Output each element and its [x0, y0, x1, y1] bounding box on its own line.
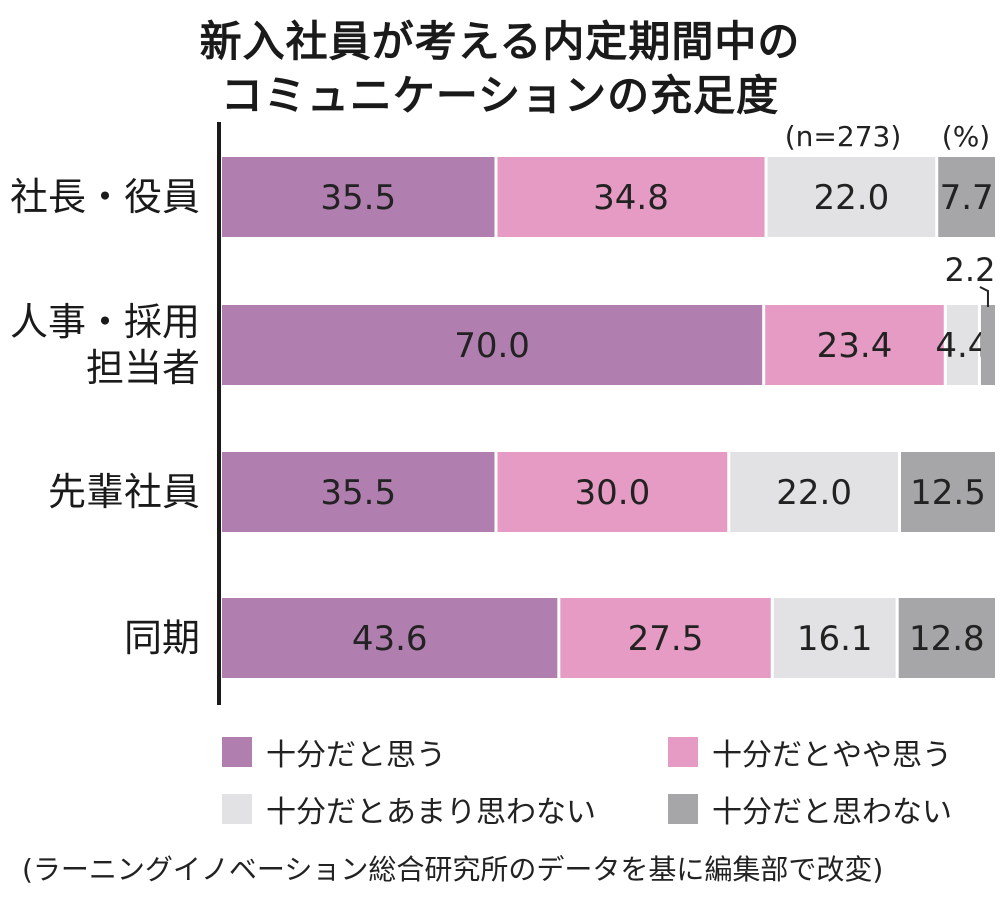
- bar-segment: [901, 452, 995, 532]
- data-label: 16.1: [797, 619, 873, 659]
- bar-segment: [222, 598, 558, 678]
- data-label: 70.0: [454, 326, 530, 366]
- bar-segment: [767, 157, 936, 237]
- bar-segment: [773, 598, 896, 678]
- bar-segment: [222, 305, 763, 385]
- data-label: 22.0: [814, 178, 890, 218]
- data-label: 23.4: [817, 326, 893, 366]
- category-label: 人事・採用: [10, 300, 200, 344]
- bar-segment: [980, 305, 995, 385]
- data-label: 30.0: [575, 473, 651, 513]
- chart-title-line-1: 新入社員が考える内定期間中の: [199, 17, 801, 66]
- category-label: 社長・役員: [10, 175, 200, 219]
- bar-segment: [560, 598, 771, 678]
- bar-segment: [222, 157, 495, 237]
- data-label: 12.8: [909, 619, 985, 659]
- bar-segment: [898, 598, 995, 678]
- data-label: 35.5: [320, 473, 396, 513]
- data-label: 7.7: [940, 178, 994, 218]
- bar-segment: [497, 452, 728, 532]
- data-label: 12.5: [910, 473, 986, 513]
- bar-segment: [938, 157, 995, 237]
- unit-note: (%): [942, 120, 990, 153]
- bar-segment: [222, 452, 495, 532]
- category-label: 先輩社員: [48, 470, 200, 514]
- category-label: 同期: [124, 616, 200, 660]
- bar-segment: [765, 305, 944, 385]
- data-label: 2.2: [945, 251, 996, 289]
- data-label: 43.6: [352, 619, 428, 659]
- data-label: 35.5: [320, 178, 396, 218]
- category-label: 担当者: [86, 346, 200, 390]
- chart-title-line-2: コミュニケーションの充足度: [220, 71, 780, 120]
- data-label: 4.4: [935, 326, 989, 366]
- data-label: 27.5: [628, 619, 704, 659]
- bar-segment: [946, 305, 978, 385]
- source-note: (ラーニングイノベーション総合研究所のデータを基に編集部で改変): [22, 853, 884, 886]
- bar-segment: [497, 157, 765, 237]
- bar-segment: [730, 452, 898, 532]
- data-label: 34.8: [593, 178, 669, 218]
- sample-size-note: (n=273): [785, 120, 902, 153]
- data-label: 22.0: [776, 473, 852, 513]
- callout-leader-line: [979, 286, 989, 307]
